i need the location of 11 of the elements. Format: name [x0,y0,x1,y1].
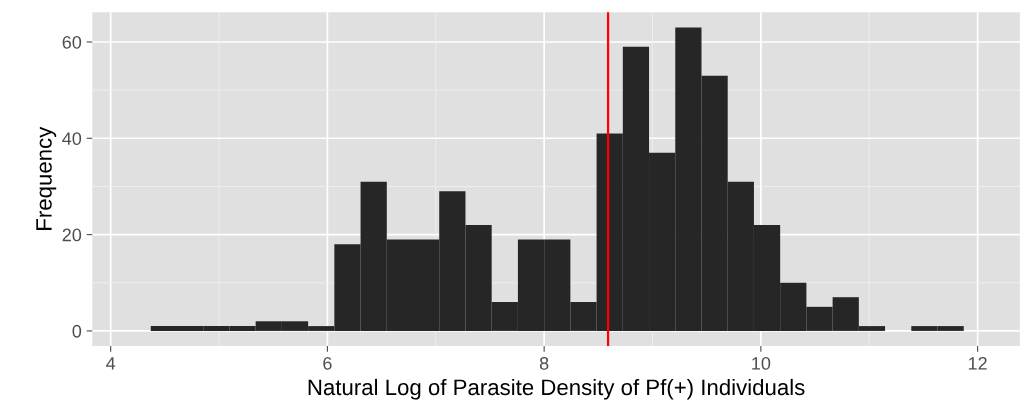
x-tick-label: 10 [752,356,771,370]
x-tick-label: 4 [106,357,116,370]
x-tick-label: 12 [968,356,987,370]
x-tick-label: 6 [323,356,332,370]
y-axis-title: Frequency [36,126,57,230]
y-tick-label: 20 [62,228,82,242]
y-tick-label: 60 [62,35,82,49]
y-tick-label: 0 [72,324,82,338]
x-tick-label: 8 [539,356,549,370]
y-tick-label: 40 [62,132,82,146]
x-axis-title: Natural Log of Parasite Density of Pf(+) Individuals [308,378,805,400]
